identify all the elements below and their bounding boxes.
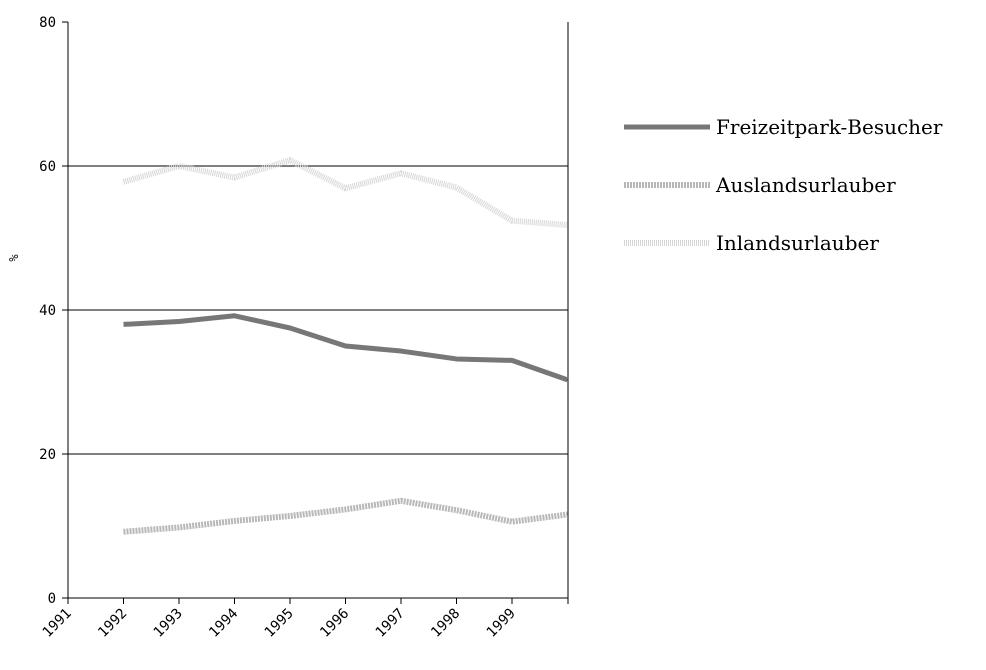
series-line-1 [123,313,569,383]
y-tick-labels: 0 20 40 60 80 [39,15,68,607]
y-tick-label: 0 [48,591,56,607]
series-line-2 [123,497,568,535]
x-tick-label: 1998 [428,606,463,641]
y-tick-label: 60 [39,159,56,175]
grid-lines [68,165,568,455]
y-axis-label: % [7,254,21,262]
y-tick-label: 40 [39,303,56,319]
y-tick-label: 20 [39,447,56,463]
legend-label-1: Freizeitpark-Besucher [716,115,943,139]
legend: Freizeitpark-Besucher Auslandsurlauber Inl… [624,115,943,255]
x-tick-labels: 1991 1992 1993 1994 1995 1996 1997 1998 1999 [40,598,569,641]
x-tick-label: 1997 [373,606,408,641]
series-line-3 [122,157,568,229]
x-tick-label: 1991 [40,606,75,641]
series-lines [122,157,569,535]
x-tick-label: 1996 [317,606,352,641]
y-tick-label: 80 [39,15,56,31]
x-tick-label: 1999 [484,606,519,641]
x-tick-label: 1993 [151,606,186,641]
legend-label-3: Inlandsurlauber [716,231,879,255]
legend-label-2: Auslandsurlauber [715,173,896,197]
x-tick-label: 1994 [206,606,241,641]
x-tick-label: 1992 [95,606,130,641]
x-tick-label: 1995 [262,606,297,641]
